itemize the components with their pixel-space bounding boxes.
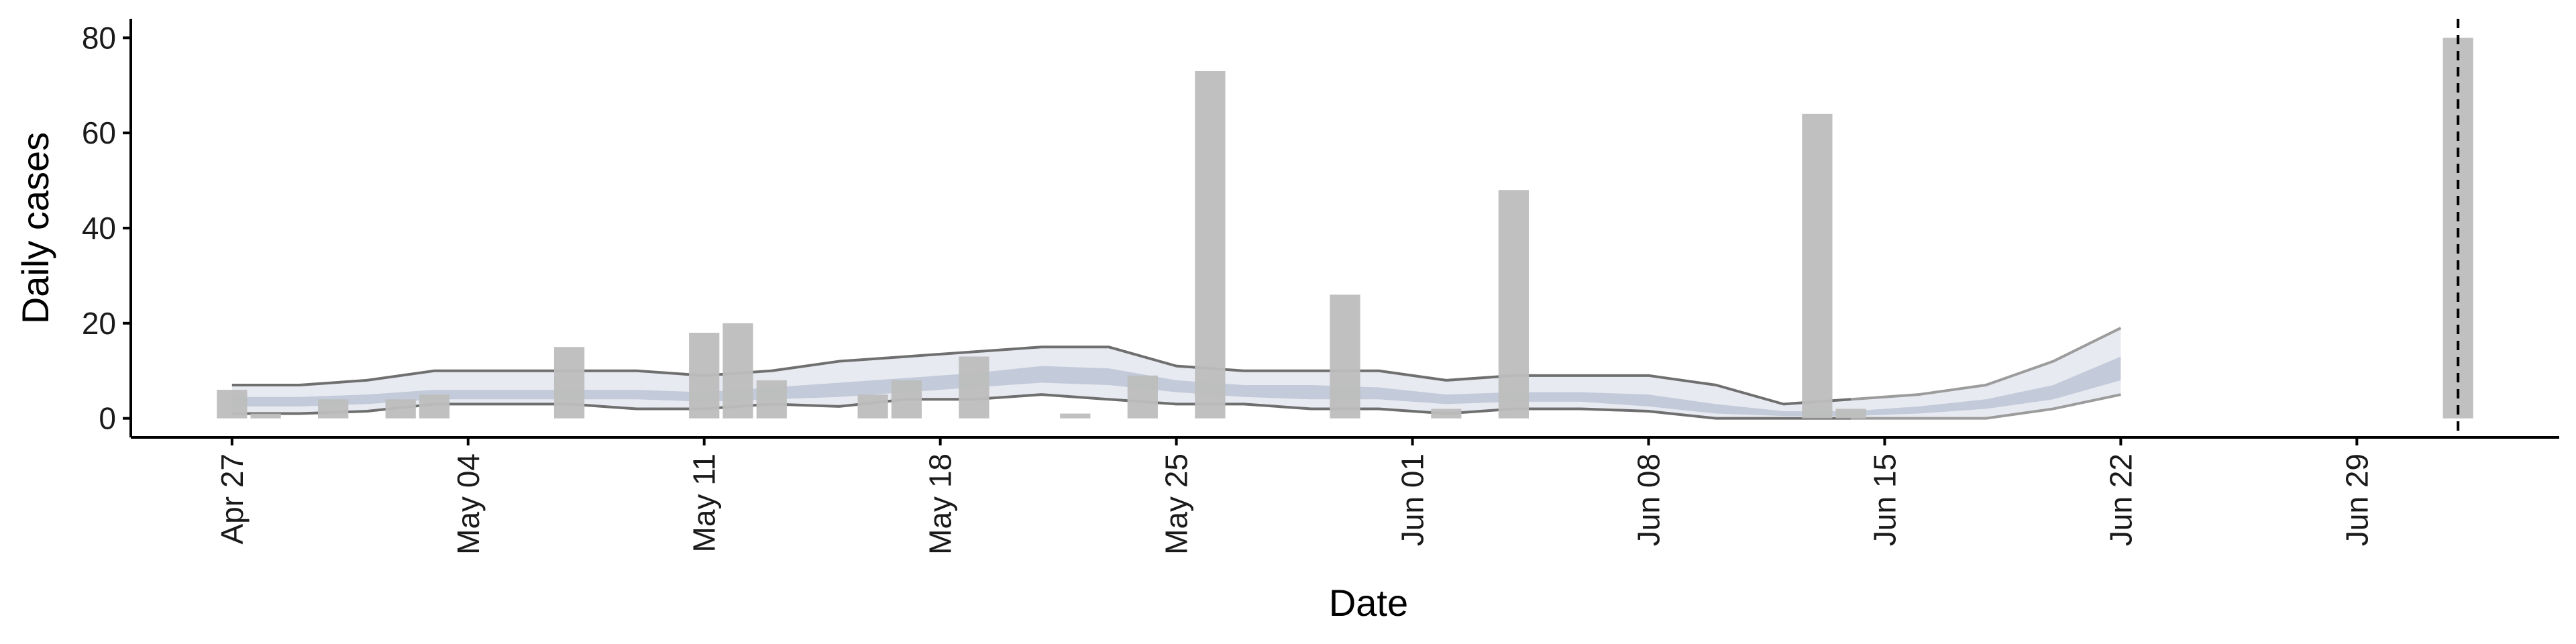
case-bar — [959, 356, 989, 419]
x-tick-label: May 18 — [923, 453, 958, 555]
x-tick-label: May 11 — [687, 453, 722, 552]
case-bar — [1060, 413, 1091, 419]
y-tick-label: 80 — [82, 20, 116, 55]
case-bar — [1835, 409, 1866, 419]
lower-bound-line — [231, 393, 1851, 420]
case-bar — [1498, 190, 1529, 419]
interval-bound-lines — [231, 327, 2122, 420]
x-tick-label: Jun 08 — [1631, 453, 1666, 546]
x-axis-title: Date — [1329, 582, 1408, 624]
x-tick-label: Jun 01 — [1395, 453, 1430, 546]
case-bar — [722, 323, 753, 419]
case-bar — [857, 394, 888, 419]
case-bar — [891, 380, 922, 419]
y-tick-label: 0 — [99, 401, 116, 436]
case-bar — [553, 347, 585, 419]
axes: 0 20 40 60 80 Apr 27 May 04 May 11 May 18 May 25 J… — [82, 19, 2559, 555]
case-bar — [1195, 71, 1226, 419]
daily-case-bars — [217, 38, 2473, 419]
case-bar — [756, 380, 787, 419]
case-bar — [689, 333, 720, 419]
case-bar — [419, 394, 450, 419]
x-tick-label: May 25 — [1159, 453, 1194, 555]
upper-bound-line — [231, 345, 1851, 406]
case-bar — [217, 390, 248, 419]
y-tick-label: 60 — [82, 115, 116, 150]
x-tick-label: Jun 22 — [2103, 453, 2138, 546]
y-tick-label: 20 — [82, 306, 116, 341]
case-bar — [318, 399, 349, 419]
lower-bound-forecast-line — [1851, 393, 2121, 420]
y-axis-title: Daily cases — [14, 132, 56, 324]
case-bar — [1431, 409, 1462, 419]
case-bar — [1127, 375, 1158, 419]
upper-bound-forecast-line — [1851, 327, 2122, 401]
x-tick-label: Apr 27 — [215, 453, 250, 545]
case-bar — [385, 399, 416, 419]
case-bar — [1802, 113, 1833, 419]
case-bar — [250, 413, 281, 419]
x-tick-label: Jun 29 — [2339, 453, 2374, 546]
x-tick-label: Jun 15 — [1867, 453, 1902, 546]
x-tick-label: May 04 — [451, 453, 486, 555]
case-bar — [1330, 294, 1360, 419]
y-tick-label: 40 — [82, 211, 116, 246]
